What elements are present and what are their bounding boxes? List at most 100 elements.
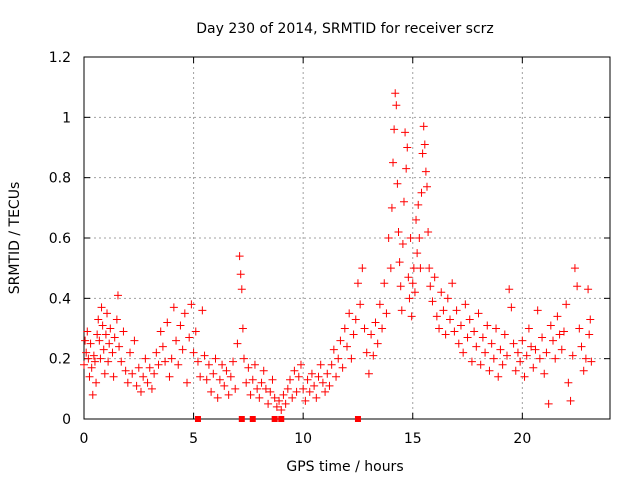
data-point — [487, 339, 496, 348]
data-point — [481, 348, 490, 357]
x-tick-label: 0 — [80, 431, 89, 447]
data-point — [459, 348, 468, 357]
data-point — [360, 324, 369, 333]
data-point — [292, 387, 301, 396]
data-point — [87, 363, 96, 372]
data-point — [332, 372, 341, 381]
data-point — [244, 363, 253, 372]
data-point — [200, 351, 209, 360]
data-point — [472, 342, 481, 351]
data-point — [581, 354, 590, 363]
data-point — [540, 369, 549, 378]
data-point — [386, 264, 395, 273]
data-point — [351, 315, 360, 324]
data-point — [577, 342, 586, 351]
data-point — [89, 351, 98, 360]
data-point — [463, 333, 472, 342]
data-point — [364, 369, 373, 378]
data-point — [156, 327, 165, 336]
data-point — [158, 342, 167, 351]
data-point — [529, 363, 538, 372]
data-point — [516, 357, 525, 366]
data-point — [185, 333, 194, 342]
data-point — [202, 375, 211, 384]
data-point — [296, 360, 305, 369]
data-point — [454, 339, 463, 348]
zero-marker — [271, 416, 278, 422]
data-point — [178, 345, 187, 354]
data-point — [80, 360, 88, 369]
data-point — [327, 360, 336, 369]
data-point — [349, 330, 358, 339]
data-point — [152, 348, 161, 357]
data-point — [321, 387, 330, 396]
data-point — [85, 372, 94, 381]
y-tick-label: 1.2 — [49, 50, 71, 66]
data-point — [237, 285, 246, 294]
data-point — [435, 324, 444, 333]
data-point — [498, 360, 507, 369]
data-point — [141, 354, 150, 363]
data-point — [83, 327, 92, 336]
data-point — [193, 357, 202, 366]
data-point — [412, 215, 421, 224]
data-point — [183, 378, 192, 387]
data-point — [220, 381, 229, 390]
data-point — [378, 324, 387, 333]
data-point — [105, 339, 114, 348]
data-point — [109, 372, 118, 381]
data-point — [553, 312, 562, 321]
data-point — [163, 318, 172, 327]
data-markers — [80, 89, 596, 422]
data-point — [586, 315, 595, 324]
data-point — [430, 273, 439, 282]
data-point — [373, 339, 382, 348]
data-point — [476, 360, 485, 369]
data-point — [239, 354, 248, 363]
data-point — [215, 375, 224, 384]
data-point — [312, 393, 321, 402]
data-point — [419, 122, 428, 131]
data-point — [415, 234, 424, 242]
data-point — [143, 378, 152, 387]
data-point — [422, 182, 431, 191]
data-point — [169, 303, 178, 312]
data-point — [573, 282, 582, 291]
data-point — [305, 387, 314, 396]
data-point — [353, 279, 362, 288]
data-point — [408, 279, 417, 288]
data-point — [112, 315, 121, 324]
data-point — [520, 372, 529, 381]
data-point — [266, 387, 275, 396]
data-point — [579, 366, 588, 375]
data-point — [502, 351, 511, 360]
data-point — [478, 333, 487, 342]
data-point — [283, 384, 292, 393]
data-point — [509, 339, 518, 348]
y-tick-label: 0.2 — [49, 352, 71, 368]
data-point — [224, 390, 233, 399]
data-point — [413, 249, 422, 258]
data-point — [336, 336, 345, 345]
data-point — [172, 336, 181, 345]
data-point — [248, 375, 257, 384]
data-point — [446, 315, 455, 324]
data-point — [389, 158, 398, 167]
data-point — [535, 354, 544, 363]
data-point — [405, 294, 414, 303]
data-point — [104, 357, 113, 366]
data-point — [585, 330, 594, 339]
data-point — [82, 348, 91, 357]
data-point — [110, 333, 119, 342]
data-point — [323, 369, 332, 378]
data-point — [145, 363, 154, 372]
data-point — [130, 336, 139, 345]
zero-marker — [278, 416, 285, 422]
data-point — [238, 324, 247, 333]
data-point — [500, 330, 509, 339]
data-point — [399, 197, 408, 206]
data-point — [513, 348, 522, 357]
data-point — [93, 330, 102, 339]
data-point — [108, 348, 117, 357]
data-point — [113, 291, 122, 300]
